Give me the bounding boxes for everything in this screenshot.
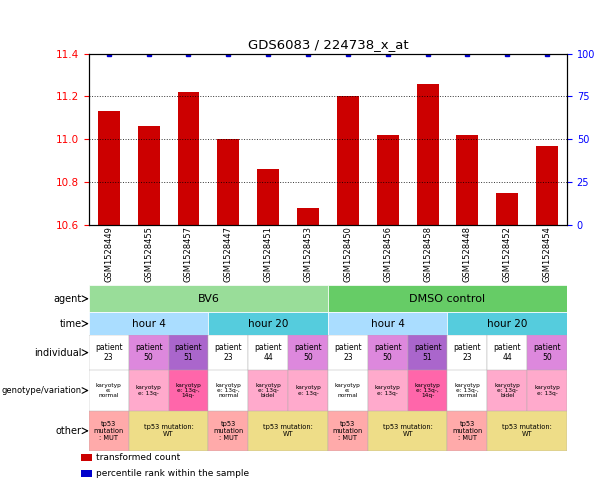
Bar — [328, 312, 447, 335]
Bar — [89, 285, 328, 312]
Text: DMSO control: DMSO control — [409, 294, 485, 304]
Text: genotype/variation: genotype/variation — [2, 386, 82, 395]
Bar — [447, 312, 567, 335]
Text: tp53 mutation:
WT: tp53 mutation: WT — [502, 425, 552, 437]
Bar — [447, 370, 487, 411]
Text: hour 4: hour 4 — [371, 319, 405, 328]
Text: patient
50: patient 50 — [294, 343, 322, 362]
Text: karyotyp
e: 13q-,
14q-: karyotyp e: 13q-, 14q- — [414, 383, 441, 398]
Text: karyotyp
e:
normal: karyotyp e: normal — [335, 383, 361, 398]
Bar — [169, 370, 208, 411]
Bar — [487, 335, 527, 370]
Text: hour 20: hour 20 — [487, 319, 527, 328]
Text: karyotyp
e: 13q-
bidel: karyotyp e: 13q- bidel — [494, 383, 520, 398]
Bar — [408, 370, 447, 411]
Text: patient
23: patient 23 — [95, 343, 123, 362]
Bar — [82, 454, 92, 461]
Text: patient
44: patient 44 — [493, 343, 521, 362]
Bar — [208, 312, 328, 335]
Bar — [328, 335, 368, 370]
Bar — [89, 335, 129, 370]
Text: transformed count: transformed count — [96, 453, 180, 462]
Text: tp53 mutation:
WT: tp53 mutation: WT — [143, 425, 194, 437]
Text: tp53
mutation
: MUT: tp53 mutation : MUT — [94, 421, 124, 441]
Bar — [377, 135, 398, 225]
Bar — [527, 335, 567, 370]
Bar — [257, 170, 279, 225]
Bar — [527, 370, 567, 411]
Bar — [417, 84, 438, 225]
Text: karyotyp
e: 13q-,
14q-: karyotyp e: 13q-, 14q- — [175, 383, 202, 398]
Bar — [368, 335, 408, 370]
Bar — [408, 335, 447, 370]
Bar — [208, 370, 248, 411]
Text: tp53
mutation
: MUT: tp53 mutation : MUT — [333, 421, 363, 441]
Bar — [89, 411, 129, 451]
Bar — [89, 370, 129, 411]
Bar — [208, 335, 248, 370]
Text: patient
50: patient 50 — [135, 343, 162, 362]
Bar — [248, 335, 288, 370]
Bar — [447, 411, 487, 451]
Bar — [248, 411, 328, 451]
Text: karyotyp
e: 13q-: karyotyp e: 13q- — [135, 385, 162, 396]
Bar — [328, 285, 567, 312]
Bar — [368, 370, 408, 411]
Bar — [98, 112, 120, 225]
Bar — [129, 335, 169, 370]
Bar — [447, 335, 487, 370]
Bar — [129, 411, 208, 451]
Bar — [218, 139, 239, 225]
Bar — [328, 411, 368, 451]
Bar — [297, 208, 319, 225]
Text: karyotyp
e: 13q-
bidel: karyotyp e: 13q- bidel — [255, 383, 281, 398]
Bar — [487, 370, 527, 411]
Bar — [138, 127, 159, 225]
Text: karyotyp
e:
normal: karyotyp e: normal — [96, 383, 122, 398]
Text: patient
44: patient 44 — [254, 343, 282, 362]
Bar — [457, 135, 478, 225]
Bar — [169, 335, 208, 370]
Text: tp53 mutation:
WT: tp53 mutation: WT — [383, 425, 433, 437]
Text: percentile rank within the sample: percentile rank within the sample — [96, 469, 249, 478]
Text: patient
50: patient 50 — [533, 343, 561, 362]
Text: karyotyp
e: 13q-,
normal: karyotyp e: 13q-, normal — [215, 383, 242, 398]
Bar — [497, 193, 518, 225]
Bar — [288, 335, 328, 370]
Text: karyotyp
e: 13q-: karyotyp e: 13q- — [534, 385, 560, 396]
Bar — [89, 312, 208, 335]
Text: hour 4: hour 4 — [132, 319, 166, 328]
Text: hour 20: hour 20 — [248, 319, 288, 328]
Bar — [328, 370, 368, 411]
Text: time: time — [59, 319, 82, 328]
Text: tp53
mutation
: MUT: tp53 mutation : MUT — [452, 421, 482, 441]
Text: karyotyp
e: 13q-: karyotyp e: 13q- — [375, 385, 401, 396]
Text: patient
23: patient 23 — [334, 343, 362, 362]
Text: tp53
mutation
: MUT: tp53 mutation : MUT — [213, 421, 243, 441]
Text: patient
51: patient 51 — [175, 343, 202, 362]
Bar — [337, 97, 359, 225]
Bar — [129, 370, 169, 411]
Bar — [368, 411, 447, 451]
Bar — [178, 92, 199, 225]
Bar — [288, 370, 328, 411]
Text: karyotyp
e: 13q-: karyotyp e: 13q- — [295, 385, 321, 396]
Text: agent: agent — [53, 294, 82, 304]
Text: patient
23: patient 23 — [454, 343, 481, 362]
Text: individual: individual — [34, 348, 82, 357]
Text: patient
51: patient 51 — [414, 343, 441, 362]
Text: tp53 mutation:
WT: tp53 mutation: WT — [263, 425, 313, 437]
Text: karyotyp
e: 13q-,
normal: karyotyp e: 13q-, normal — [454, 383, 481, 398]
Text: BV6: BV6 — [197, 294, 219, 304]
Bar — [536, 146, 558, 225]
Text: patient
50: patient 50 — [374, 343, 402, 362]
Bar — [487, 411, 567, 451]
Title: GDS6083 / 224738_x_at: GDS6083 / 224738_x_at — [248, 38, 408, 51]
Bar — [208, 411, 248, 451]
Bar — [248, 370, 288, 411]
Bar — [82, 470, 92, 477]
Text: other: other — [56, 426, 82, 436]
Text: patient
23: patient 23 — [215, 343, 242, 362]
